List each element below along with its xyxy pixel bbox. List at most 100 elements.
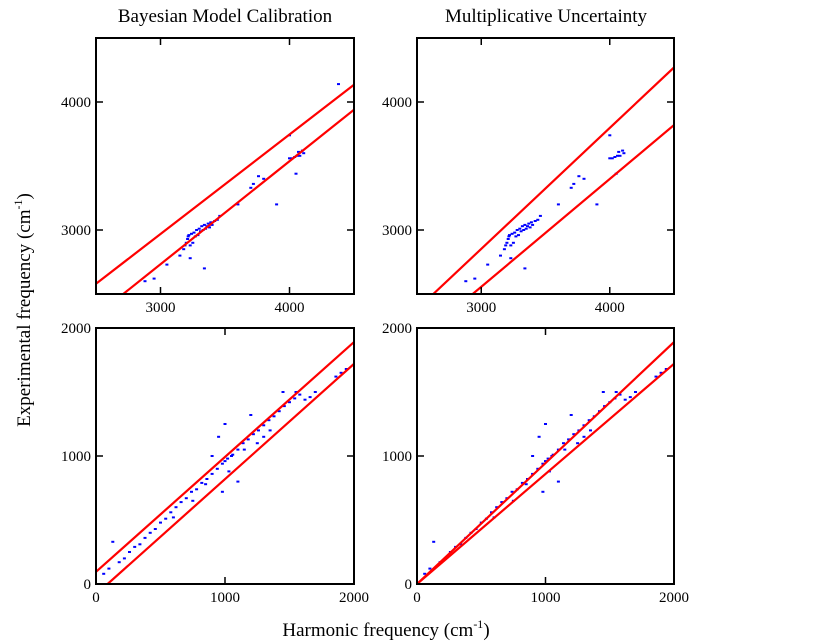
data-point	[302, 152, 306, 155]
data-point	[293, 397, 297, 400]
data-point	[576, 442, 580, 445]
data-point	[513, 231, 517, 234]
data-point	[169, 511, 173, 514]
data-point	[204, 483, 208, 486]
data-point	[298, 154, 302, 157]
data-point	[524, 483, 528, 486]
data-point	[572, 433, 576, 436]
data-point	[567, 438, 571, 441]
data-point	[510, 232, 514, 235]
data-point	[511, 241, 515, 244]
data-point	[227, 470, 231, 473]
data-point	[505, 241, 509, 244]
data-point	[249, 414, 253, 416]
data-point	[601, 391, 605, 393]
data-point	[236, 203, 240, 206]
data-point	[528, 226, 532, 229]
data-point	[518, 227, 522, 230]
data-point	[210, 455, 214, 457]
data-point	[520, 225, 524, 228]
data-point	[275, 203, 279, 206]
data-point	[190, 490, 193, 493]
data-point	[582, 177, 586, 180]
data-point	[148, 531, 152, 534]
band-line-lower	[121, 108, 354, 294]
data-point	[582, 435, 586, 438]
column-title-multiplicative: Multiplicative Uncertainty	[445, 6, 648, 27]
data-point	[153, 528, 157, 530]
data-point	[251, 182, 255, 185]
data-point	[519, 230, 523, 233]
data-point	[556, 480, 560, 483]
y-tick-label: 4000	[61, 95, 91, 111]
data-point	[610, 157, 614, 160]
data-point	[563, 448, 567, 451]
data-point	[303, 398, 307, 401]
data-point	[337, 83, 340, 86]
data-point	[133, 545, 137, 548]
data-point	[220, 490, 224, 493]
data-point	[255, 442, 259, 445]
band-line-lower	[106, 363, 354, 584]
data-point	[138, 543, 142, 546]
data-point	[659, 371, 663, 374]
x-tick-label: 4000	[275, 300, 305, 316]
data-point	[268, 429, 272, 432]
data-point	[209, 221, 213, 224]
x-tick-label: 3000	[146, 300, 176, 316]
band-line-upper	[431, 66, 674, 294]
plot-frame	[95, 37, 355, 295]
data-point	[262, 424, 266, 427]
data-point	[308, 396, 312, 399]
data-point	[272, 415, 276, 418]
data-point	[122, 557, 126, 560]
data-point	[654, 375, 658, 378]
data-point	[277, 410, 281, 413]
data-point	[186, 235, 190, 238]
data-point	[569, 186, 573, 189]
data-point	[464, 280, 468, 283]
data-point	[195, 488, 199, 491]
data-point	[523, 223, 527, 226]
data-point	[536, 218, 540, 221]
data-point	[191, 499, 195, 502]
data-point	[587, 419, 591, 422]
data-point	[249, 186, 253, 189]
x-tick-label: 4000	[595, 300, 625, 316]
data-point	[107, 567, 111, 570]
data-point	[517, 234, 520, 237]
y-axis-label: Experimental frequency (cm-1)	[11, 193, 35, 427]
data-point	[520, 481, 524, 484]
data-point	[628, 396, 632, 399]
data-point	[298, 393, 302, 396]
data-point	[217, 435, 221, 438]
y-tick-label: 2000	[61, 321, 91, 337]
data-point	[197, 227, 201, 230]
data-point	[432, 540, 436, 543]
data-point	[562, 442, 565, 445]
data-point	[504, 244, 508, 247]
data-point	[495, 506, 499, 509]
data-point	[546, 457, 550, 460]
data-point	[618, 154, 622, 157]
band-line-lower	[470, 124, 674, 294]
band-line-lower	[417, 363, 674, 584]
data-point	[621, 149, 625, 152]
y-tick-label: 3000	[61, 223, 91, 239]
data-point	[510, 490, 514, 493]
band-lines	[431, 66, 674, 294]
data-point	[210, 472, 214, 475]
data-point	[230, 455, 233, 457]
x-tick-label: 1000	[531, 590, 561, 606]
data-point	[297, 150, 300, 153]
data-point	[251, 433, 255, 436]
column-title-bayesian: Bayesian Model Calibration	[118, 6, 333, 27]
data-point	[206, 222, 210, 225]
data-point	[509, 244, 513, 247]
data-point	[174, 506, 178, 509]
data-point	[143, 536, 147, 539]
y-tick-label: 1000	[61, 449, 91, 465]
panel-top-right: 3000 4000 3000 4000	[382, 37, 675, 316]
data-point	[613, 156, 617, 158]
